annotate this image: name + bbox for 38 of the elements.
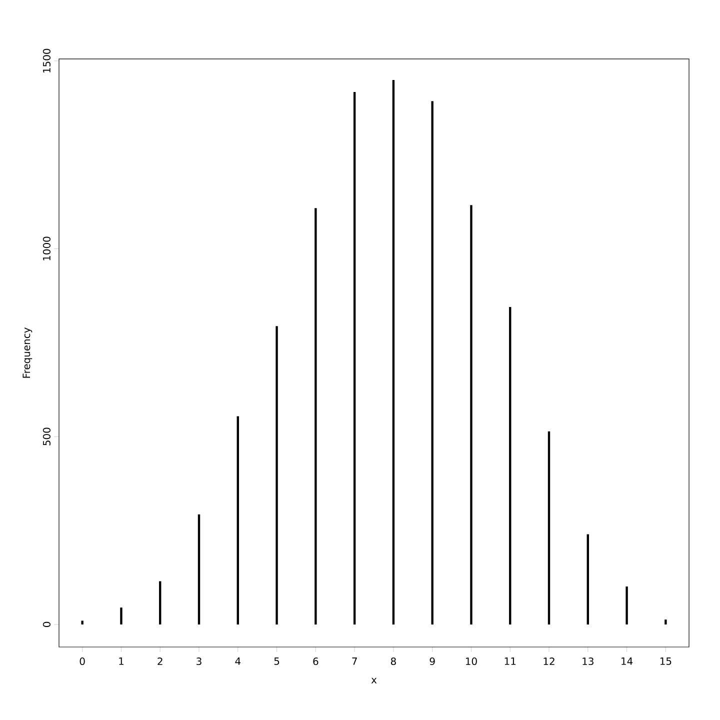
bar bbox=[314, 208, 317, 624]
x-tick-label: 9 bbox=[430, 658, 435, 666]
x-tick-label: 1 bbox=[119, 658, 124, 665]
bar bbox=[431, 101, 434, 624]
bar bbox=[236, 416, 239, 624]
bar bbox=[392, 80, 395, 624]
bar bbox=[159, 581, 162, 624]
bar bbox=[548, 431, 550, 624]
x-tick-label: 8 bbox=[390, 658, 396, 666]
x-tick-label: 12 bbox=[544, 658, 554, 665]
bar bbox=[586, 534, 589, 624]
x-tick-label: 11 bbox=[504, 658, 516, 665]
bar bbox=[198, 514, 200, 624]
bar bbox=[120, 608, 122, 624]
x-tick-label: 15 bbox=[660, 658, 672, 665]
x-tick-label: 4 bbox=[235, 658, 241, 665]
bar bbox=[353, 92, 356, 624]
x-tick-label: 14 bbox=[622, 658, 633, 665]
bar bbox=[626, 586, 628, 624]
x-tick-label: 6 bbox=[313, 658, 318, 666]
y-axis-title: Frequency bbox=[22, 328, 32, 378]
x-tick-label: 13 bbox=[582, 658, 594, 666]
x-tick-label: 7 bbox=[352, 658, 357, 665]
y-tick-label: 500 bbox=[42, 428, 50, 446]
x-axis-title: x bbox=[371, 678, 377, 684]
x-tick-label: 0 bbox=[80, 658, 85, 666]
x-tick-label: 3 bbox=[196, 658, 202, 666]
bar bbox=[470, 205, 472, 624]
x-tick-label: 2 bbox=[158, 658, 162, 665]
y-tick-label: 1500 bbox=[42, 48, 50, 72]
x-tick-label: 5 bbox=[274, 658, 280, 665]
bar bbox=[664, 620, 667, 624]
bar bbox=[276, 326, 278, 624]
y-tick-label: 0 bbox=[42, 622, 50, 627]
bar bbox=[509, 306, 512, 624]
bar bbox=[81, 620, 84, 624]
y-tick-label: 1000 bbox=[42, 236, 50, 260]
x-tick-label: 10 bbox=[466, 658, 477, 666]
